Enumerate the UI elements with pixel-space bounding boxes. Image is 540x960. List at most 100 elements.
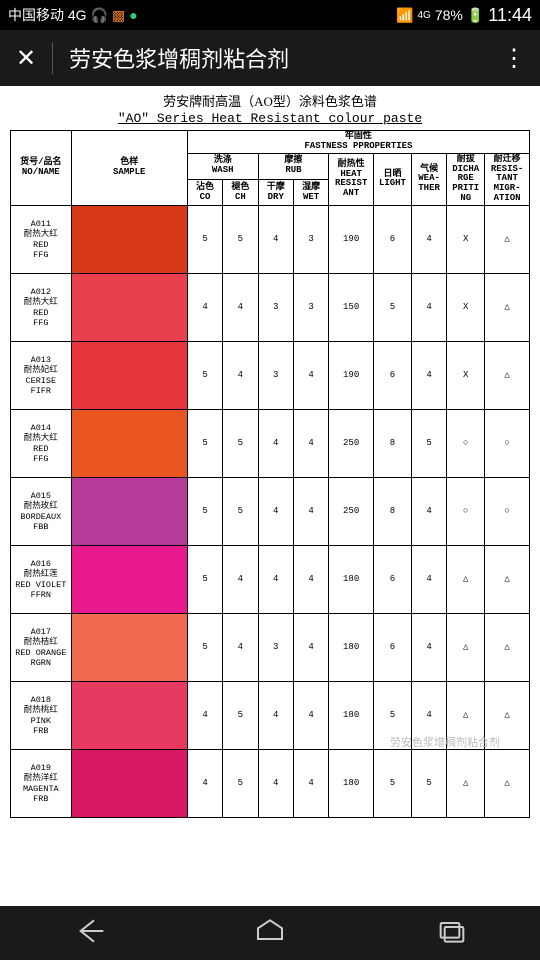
cell-light: 6: [374, 342, 412, 410]
cell-dry: 4: [258, 206, 293, 274]
th-co: 沾色CO: [187, 179, 222, 205]
cell-weather: 5: [411, 750, 446, 818]
cell-swatch: [71, 410, 187, 478]
cell-light: 6: [374, 614, 412, 682]
cell-discharge: X: [447, 206, 485, 274]
cell-co: 5: [187, 206, 222, 274]
document-content: 劳安牌耐高温（AO型）涂料色浆色谱 "AO" Series Heat Resis…: [0, 86, 540, 906]
cell-name: A011耐热大红REDFFG: [11, 206, 72, 274]
cell-heat: 190: [329, 342, 374, 410]
th-weather: 气候WEA-THER: [411, 153, 446, 205]
cell-dry: 4: [258, 546, 293, 614]
cell-weather: 4: [411, 682, 446, 750]
cell-swatch: [71, 546, 187, 614]
cell-ch: 5: [223, 750, 258, 818]
cell-co: 5: [187, 342, 222, 410]
signal-4g: 4G: [417, 10, 430, 21]
cell-ch: 5: [223, 206, 258, 274]
cell-discharge: X: [447, 342, 485, 410]
cell-wet: 4: [293, 478, 328, 546]
cell-migration: △: [485, 750, 530, 818]
cell-discharge: △: [447, 546, 485, 614]
th-heat: 耐热性HEATRESISTANT: [329, 153, 374, 205]
cell-ch: 5: [223, 682, 258, 750]
th-dry: 干摩DRY: [258, 179, 293, 205]
th-fastness: 牢固性 FASTNESS PPROPERTIES: [187, 130, 529, 153]
cell-weather: 4: [411, 546, 446, 614]
more-icon[interactable]: ⋮: [502, 44, 524, 73]
cell-heat: 190: [329, 206, 374, 274]
th-migration: 耐迁移RESIS-TANTMIGR-ATION: [485, 153, 530, 205]
cell-co: 4: [187, 274, 222, 342]
cell-heat: 250: [329, 478, 374, 546]
cell-heat: 150: [329, 274, 374, 342]
cell-light: 8: [374, 478, 412, 546]
cell-wet: 4: [293, 410, 328, 478]
cell-ch: 4: [223, 546, 258, 614]
cell-swatch: [71, 342, 187, 410]
cell-name: A012耐热大红REDFFG: [11, 274, 72, 342]
wifi-icon: 📶: [396, 7, 413, 24]
cell-weather: 4: [411, 206, 446, 274]
cell-swatch: [71, 614, 187, 682]
cell-dry: 3: [258, 274, 293, 342]
cell-discharge: △: [447, 750, 485, 818]
cell-co: 4: [187, 682, 222, 750]
cell-ch: 4: [223, 274, 258, 342]
header-divider: [52, 42, 53, 74]
cell-migration: △: [485, 614, 530, 682]
cell-discharge: △: [447, 614, 485, 682]
home-button[interactable]: [254, 915, 286, 952]
cell-dry: 4: [258, 682, 293, 750]
cell-wet: 3: [293, 274, 328, 342]
cell-migration: ○: [485, 478, 530, 546]
th-light: 日晒LIGHT: [374, 153, 412, 205]
recent-button[interactable]: [434, 915, 466, 952]
cell-ch: 4: [223, 614, 258, 682]
cell-swatch: [71, 750, 187, 818]
battery-icon: 🔋: [467, 7, 484, 24]
app-icon-3: ●: [129, 7, 137, 23]
app-icon-2: ▩: [112, 7, 125, 24]
page-title: 劳安色浆增稠剂粘合剂: [69, 42, 502, 74]
table-row: A014耐热大红REDFFG554425085○○: [11, 410, 530, 478]
cell-discharge: △: [447, 682, 485, 750]
cell-swatch: [71, 206, 187, 274]
cell-light: 5: [374, 682, 412, 750]
cell-migration: △: [485, 546, 530, 614]
cell-dry: 4: [258, 478, 293, 546]
cell-ch: 5: [223, 410, 258, 478]
cell-name: A016耐热红莲RED VIOLETFFRN: [11, 546, 72, 614]
nav-bar: [0, 906, 540, 960]
cell-weather: 4: [411, 614, 446, 682]
cell-migration: △: [485, 274, 530, 342]
th-no-name: 货号/品名NO/NAME: [11, 130, 72, 205]
cell-swatch: [71, 682, 187, 750]
cell-name: A014耐热大红REDFFG: [11, 410, 72, 478]
app-header: ✕ 劳安色浆增稠剂粘合剂 ⋮: [0, 30, 540, 86]
cell-discharge: ○: [447, 478, 485, 546]
th-wet: 湿摩WET: [293, 179, 328, 205]
cell-wet: 4: [293, 614, 328, 682]
table-row: A017耐热桔红RED ORANGERGRN543418064△△: [11, 614, 530, 682]
cell-wet: 3: [293, 206, 328, 274]
cell-weather: 4: [411, 478, 446, 546]
cell-heat: 180: [329, 750, 374, 818]
th-ch: 褪色CH: [223, 179, 258, 205]
th-discharge: 耐拔DICHARGEPRITING: [447, 153, 485, 205]
th-sample: 色样SAMPLE: [71, 130, 187, 205]
cell-migration: △: [485, 682, 530, 750]
table-row: A018耐热桃红PINKFRB454418054△△: [11, 682, 530, 750]
cell-co: 4: [187, 750, 222, 818]
cell-co: 5: [187, 410, 222, 478]
close-icon[interactable]: ✕: [16, 44, 36, 73]
table-row: A011耐热大红REDFFG554319064X△: [11, 206, 530, 274]
color-table: 货号/品名NO/NAME 色样SAMPLE 牢固性 FASTNESS PPROP…: [10, 130, 530, 818]
cell-name: A013耐热妃红CERISEFIFR: [11, 342, 72, 410]
back-button[interactable]: [74, 915, 106, 952]
carrier-label: 中国移动 4G: [8, 5, 87, 25]
table-row: A019耐热洋红MAGENTAFRB454418055△△: [11, 750, 530, 818]
cell-light: 5: [374, 274, 412, 342]
battery-pct: 78%: [435, 7, 463, 23]
cell-dry: 3: [258, 342, 293, 410]
